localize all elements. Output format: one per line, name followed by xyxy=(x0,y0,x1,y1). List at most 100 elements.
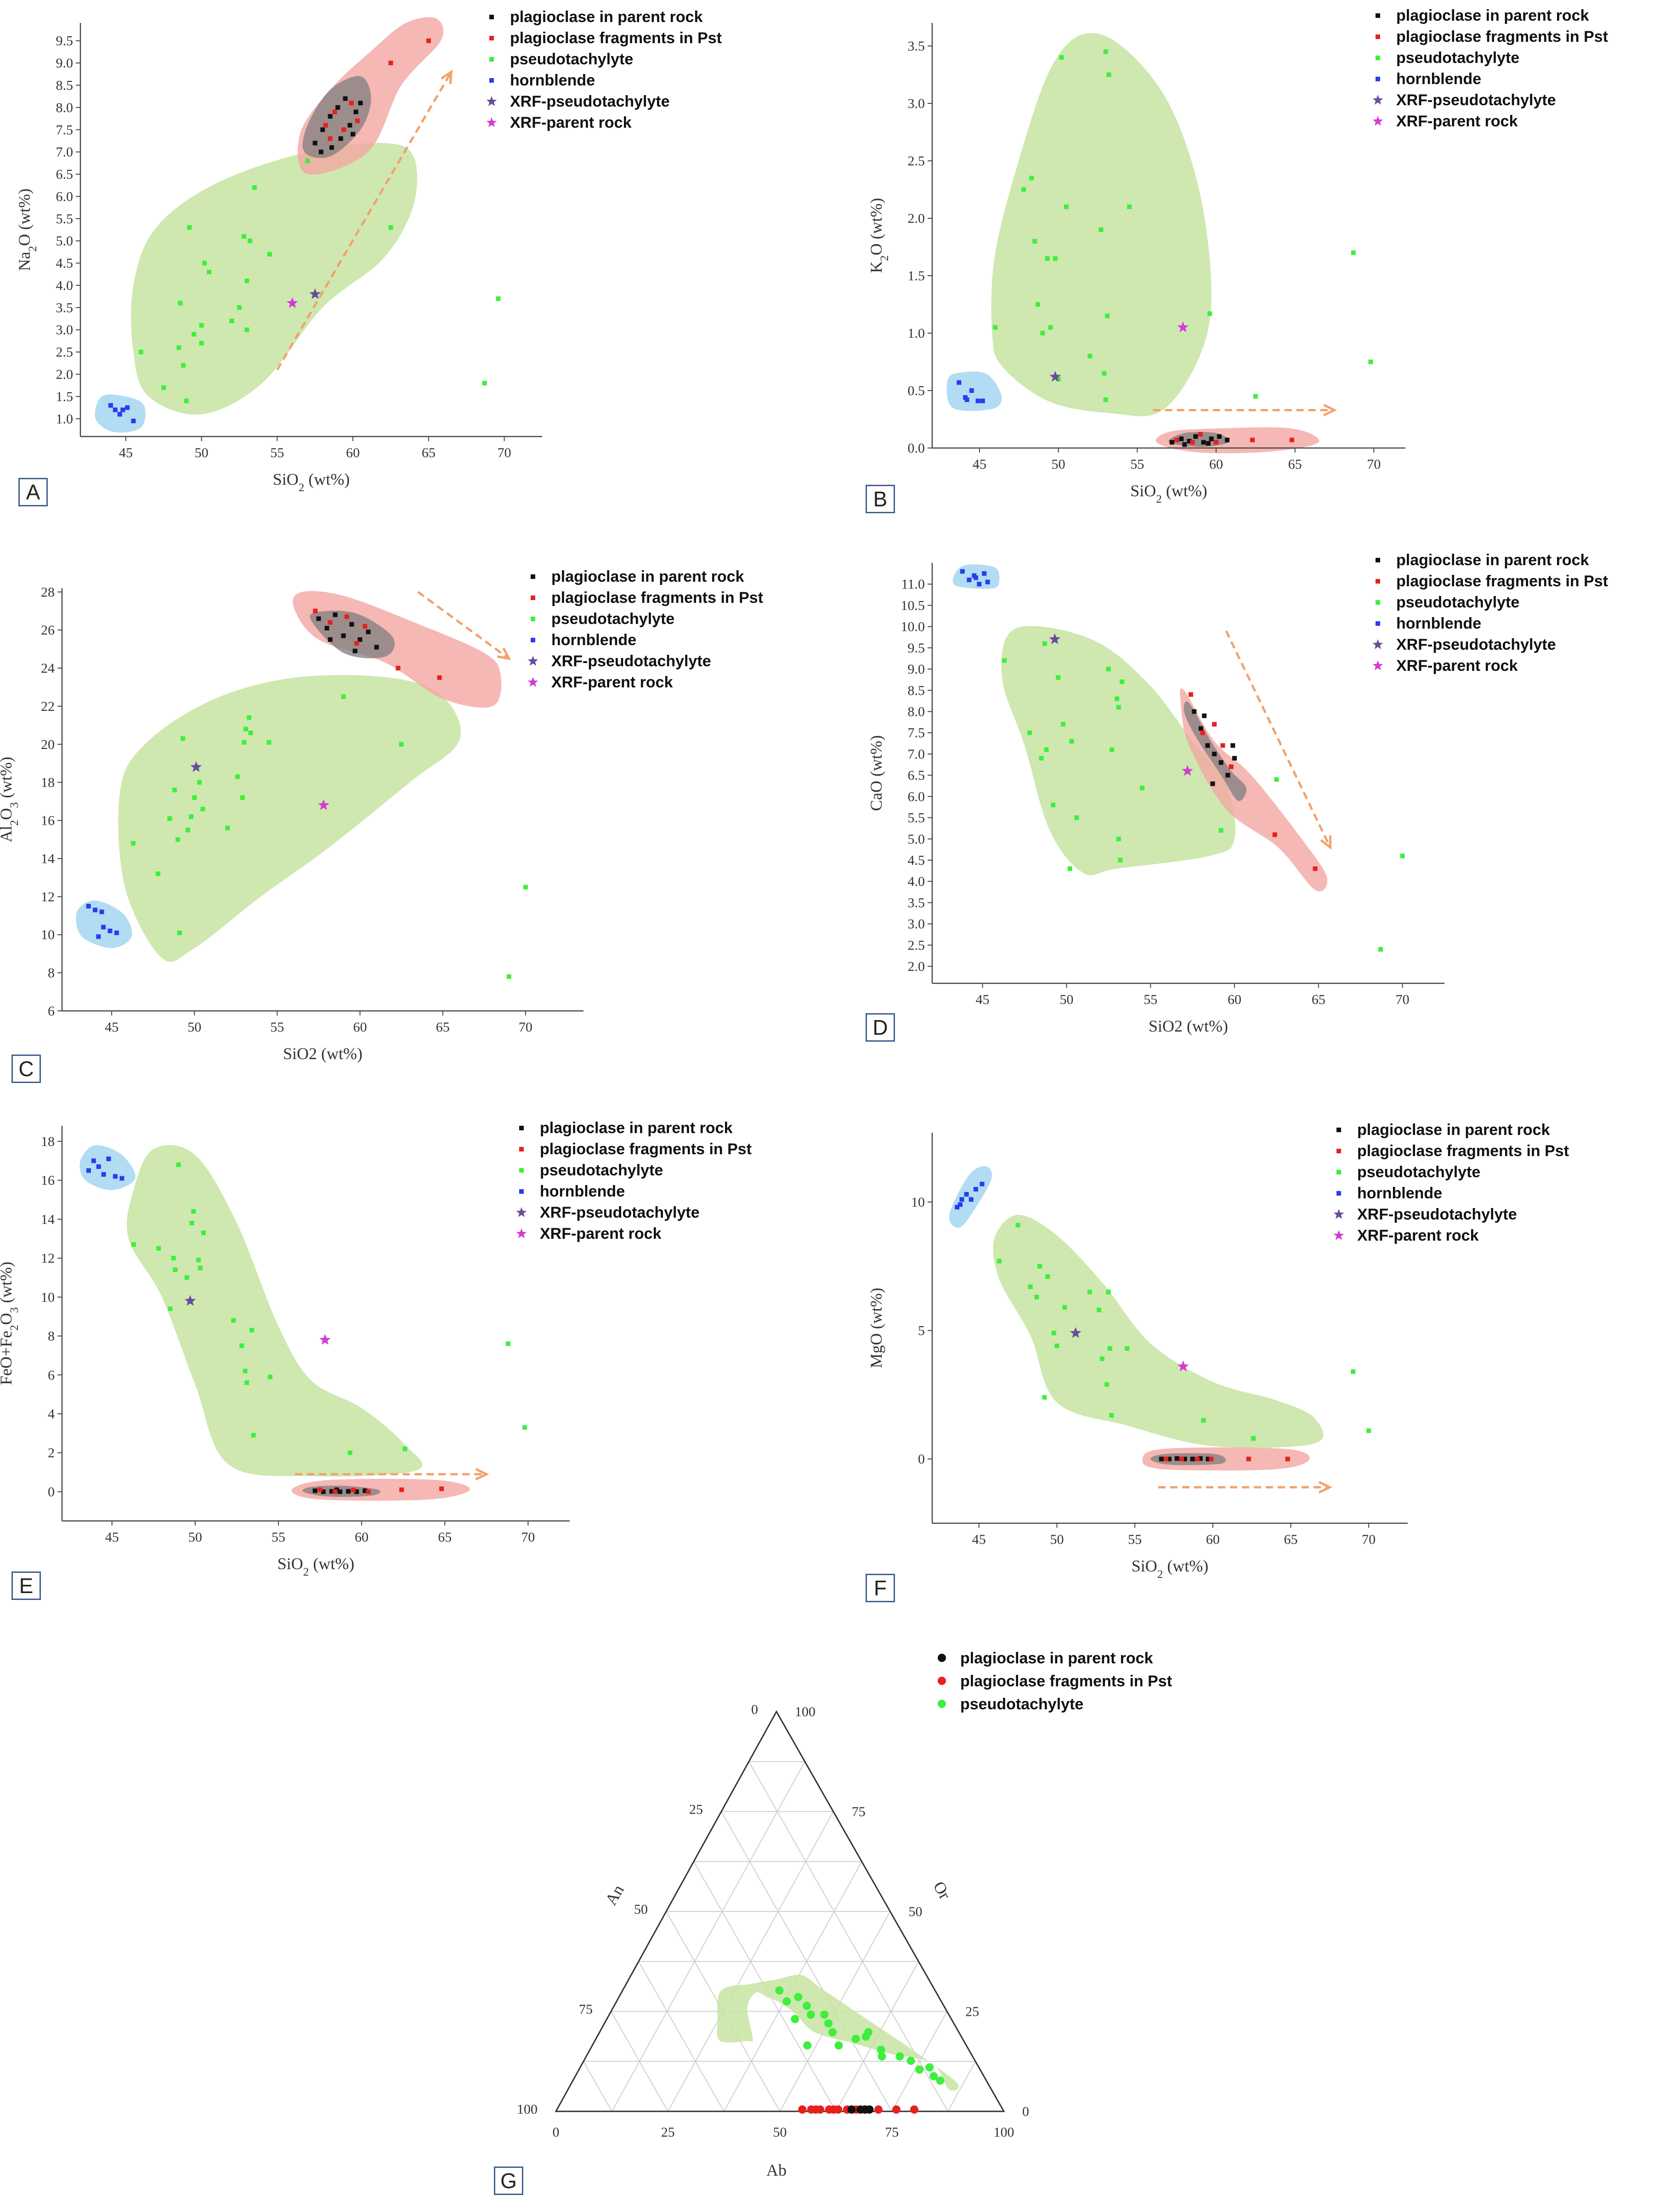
y-tick-label: 4.0 xyxy=(56,278,74,293)
point-plag-parent xyxy=(1179,437,1184,441)
point-hbl xyxy=(957,380,962,385)
y-tick-label: 7.5 xyxy=(908,726,925,741)
point-pst xyxy=(1015,1223,1020,1228)
legend-marker-plag-pst xyxy=(531,596,535,600)
point-plag-parent xyxy=(343,96,348,101)
legend-marker-hbl xyxy=(1376,77,1380,81)
legend-marker-plag-parent xyxy=(1376,13,1380,18)
chart-c-svg: 45 50 55 60 65 70 6 8 10 12 14 16 18 20 22 24 26 28 SiO2 (… xyxy=(0,568,763,1063)
point-plag-pst xyxy=(349,101,354,106)
legend-label-pst: pseudotachylyte xyxy=(540,1162,663,1179)
point-pst xyxy=(248,238,253,244)
point-plag-parent xyxy=(358,101,363,106)
point-pst xyxy=(1106,667,1111,672)
point-pst xyxy=(1103,49,1108,54)
point-plag-pst xyxy=(1246,1457,1251,1462)
point-pst xyxy=(184,1275,189,1280)
point-pst xyxy=(1118,857,1123,862)
y-tick-label: 9.0 xyxy=(56,56,74,71)
point-plag-parent xyxy=(357,637,362,642)
legend-label-plag-pst: plagioclase fragments in Pst xyxy=(1357,1142,1569,1160)
x-tick-label: 45 xyxy=(105,1530,119,1545)
point-plag-pst xyxy=(317,1487,323,1492)
point-pst xyxy=(189,814,194,819)
y-tick-label: 2.5 xyxy=(908,938,925,953)
point-hbl xyxy=(968,1197,974,1202)
point-xrf-parent xyxy=(1178,1360,1189,1372)
ternary-point-plag-pst xyxy=(829,2105,838,2114)
point-plag-parent xyxy=(1225,773,1230,778)
point-hbl xyxy=(974,1187,979,1192)
point-plag-parent xyxy=(328,114,333,119)
legend-marker-plag-pst xyxy=(1376,34,1380,39)
point-plag-pst xyxy=(313,608,318,613)
y-tick-label: 24 xyxy=(41,661,55,676)
point-hbl xyxy=(985,579,990,584)
y-tick-label: 8.0 xyxy=(56,100,74,115)
point-plag-parent xyxy=(1174,1456,1179,1461)
point-plag-parent xyxy=(1232,756,1237,761)
point-plag-parent xyxy=(1205,743,1210,748)
point-pst xyxy=(192,795,197,800)
ternary-point-pst xyxy=(824,2019,833,2028)
point-hbl xyxy=(101,1172,106,1177)
legend-marker-xrf-pst xyxy=(1333,1209,1344,1219)
point-pst xyxy=(184,398,189,403)
point-plag-pst xyxy=(362,624,368,629)
point-plag-pst xyxy=(328,136,333,141)
point-pst xyxy=(252,185,257,190)
panel-d: 45 50 55 60 65 70 2.0 2.5 3.0 3.5 4.0 4.5 5.0 5.5 6.0 6… xyxy=(838,551,1676,1048)
point-plag-parent xyxy=(318,149,323,154)
point-plag-pst xyxy=(439,1486,444,1492)
point-pst xyxy=(237,305,242,310)
legend-marker-plag-pst xyxy=(1376,579,1380,584)
x-tick-label: 70 xyxy=(1362,1532,1376,1547)
point-xrf-parent xyxy=(1177,321,1189,332)
point-plag-parent xyxy=(1217,434,1222,439)
y-tick-label: 14 xyxy=(41,851,55,866)
ternary-point-pst xyxy=(791,2015,799,2024)
x-axis-label: SiO2 (wt%) xyxy=(1130,482,1207,505)
chart-e-svg: 45 50 55 60 65 70 0 2 4 6 8 10 12 14 16 18 SiO2 (wt%) FeO… xyxy=(0,1119,752,1578)
y-tick-label: 5 xyxy=(918,1323,925,1339)
point-plag-parent xyxy=(328,637,333,642)
legend-marker-xrf-parent xyxy=(1372,660,1383,670)
y-tick-label: 22 xyxy=(41,699,55,714)
legend-marker-plag-pst xyxy=(1336,1149,1341,1153)
point-pst xyxy=(1021,187,1026,192)
legend-label-xrf-pst: XRF-pseudotachylyte xyxy=(540,1204,700,1221)
point-pst xyxy=(1116,836,1121,841)
panel-label-c: C xyxy=(11,1055,41,1083)
point-xrf-pst xyxy=(1070,1327,1081,1338)
legend-marker-plag-pst xyxy=(489,36,494,40)
legend-marker-plag-parent xyxy=(531,574,535,579)
point-pst xyxy=(1110,747,1115,752)
ternary-point-pst xyxy=(782,1997,791,2006)
x-tick-label: 70 xyxy=(519,1020,532,1035)
ternary-point-plag-pst xyxy=(892,2105,900,2114)
legend-label-xrf-pst: XRF-pseudotachylyte xyxy=(551,652,711,670)
legend-marker-xrf-pst xyxy=(1372,95,1383,105)
point-pst xyxy=(1074,815,1079,820)
y-tick-label: 4.0 xyxy=(908,874,925,889)
y-tick-label: 1.0 xyxy=(56,411,74,426)
ternary-grid-line xyxy=(947,2061,976,2112)
ternary-point-pst xyxy=(803,2041,812,2050)
legend-label-plag-parent: plagioclase in parent rock xyxy=(1357,1121,1550,1139)
point-pst xyxy=(1042,1395,1047,1400)
point-plag-pst xyxy=(333,1489,338,1494)
point-pst xyxy=(399,742,404,747)
point-pst xyxy=(1051,802,1056,807)
point-plag-parent xyxy=(1198,1456,1203,1461)
ternary-tick-an: 100 xyxy=(517,2102,538,2117)
trend-arrow-head xyxy=(475,1468,489,1480)
point-pst xyxy=(138,350,143,355)
region-pst xyxy=(118,675,461,962)
point-hbl xyxy=(114,930,119,936)
point-pst xyxy=(1253,394,1258,399)
y-tick-label: 1.5 xyxy=(56,389,74,404)
point-plag-parent xyxy=(1187,439,1192,443)
legend-label-plag-parent: plagioclase in parent rock xyxy=(540,1119,733,1137)
point-pst xyxy=(192,332,197,337)
ternary-point-plag-pst xyxy=(811,2105,820,2114)
